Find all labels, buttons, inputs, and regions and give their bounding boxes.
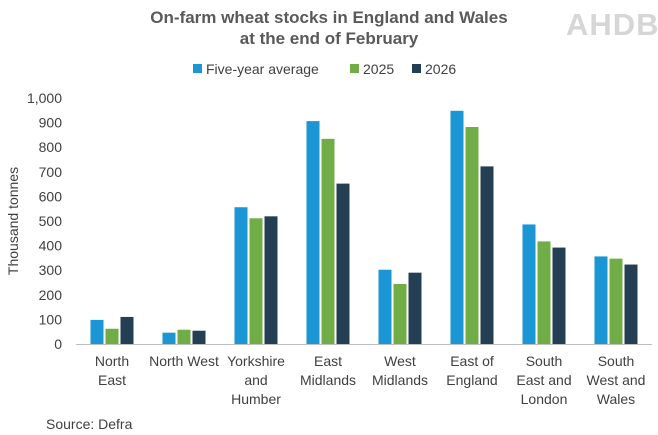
y-tick-label: 900: [39, 115, 63, 131]
y-tick-label: 300: [39, 262, 63, 278]
bar: [465, 127, 479, 344]
source-note: Source: Defra: [46, 416, 133, 432]
bar: [378, 269, 392, 344]
bar: [192, 330, 206, 344]
x-category-label: West and: [587, 372, 646, 388]
ahdb-logo: AHDB: [566, 7, 658, 42]
bar: [249, 218, 263, 344]
bar: [450, 110, 464, 345]
legend: Five-year average 2025 2026: [193, 61, 456, 77]
x-category-label: London: [521, 391, 568, 407]
chart-title-line: On-farm wheat stocks in England and Wale…: [150, 8, 507, 27]
legend-swatch: [193, 64, 202, 73]
bar: [624, 264, 638, 344]
x-category-label: England: [446, 372, 497, 388]
bar: [306, 121, 320, 345]
bar: [609, 258, 623, 344]
bar: [393, 283, 407, 344]
x-category-label: Humber: [231, 391, 281, 407]
y-tick-label: 500: [39, 213, 63, 229]
x-category-label: East of: [450, 353, 494, 369]
bar: [162, 332, 176, 344]
bar: [105, 328, 119, 344]
x-category-label: South: [598, 353, 635, 369]
bar: [264, 216, 278, 344]
x-category-label: Midlands: [372, 372, 428, 388]
bar: [90, 319, 104, 344]
y-tick-label: 200: [39, 287, 63, 303]
x-category-label: Wales: [597, 391, 635, 407]
x-category-label: East: [98, 372, 126, 388]
x-category-label: Midlands: [300, 372, 356, 388]
y-tick-label: 400: [39, 238, 63, 254]
bar: [522, 224, 536, 344]
bar: [594, 256, 608, 344]
bar: [408, 272, 422, 344]
bars: [90, 110, 638, 345]
x-category-label: North West: [149, 353, 219, 369]
chart-title: On-farm wheat stocks in England and Wale…: [150, 8, 507, 48]
legend-label: 2026: [425, 61, 456, 77]
bar: [336, 183, 350, 344]
bar: [552, 247, 566, 344]
y-axis-ticks: 0 100 200 300 400 500 600 700 800 900 1,000: [27, 90, 62, 352]
legend-label: Five-year average: [206, 61, 319, 77]
x-category-label: West: [384, 353, 416, 369]
x-category-label: South: [526, 353, 563, 369]
x-category-label: East: [314, 353, 342, 369]
y-tick-label: 700: [39, 164, 63, 180]
legend-swatch: [412, 64, 421, 73]
x-category-label: and: [244, 372, 267, 388]
y-tick-label: 1,000: [27, 90, 62, 106]
bar: [480, 166, 494, 344]
category-labels: North East North West Yorkshire and Humber Eas…: [95, 353, 646, 407]
y-tick-label: 800: [39, 139, 63, 155]
y-tick-label: 600: [39, 188, 63, 204]
legend-label: 2025: [363, 61, 394, 77]
x-category-label: North: [95, 353, 129, 369]
bar: [321, 138, 335, 344]
y-axis-label: Thousand tonnes: [5, 167, 21, 275]
bar: [234, 207, 248, 344]
chart-title-line: at the end of February: [240, 29, 419, 48]
legend-swatch: [350, 64, 359, 73]
x-category-label: Yorkshire: [227, 353, 285, 369]
y-tick-label: 100: [39, 311, 63, 327]
bar: [177, 329, 191, 344]
bar: [120, 316, 134, 344]
bar: [537, 241, 551, 344]
y-tick-label: 0: [54, 336, 62, 352]
x-category-label: East and: [516, 372, 571, 388]
